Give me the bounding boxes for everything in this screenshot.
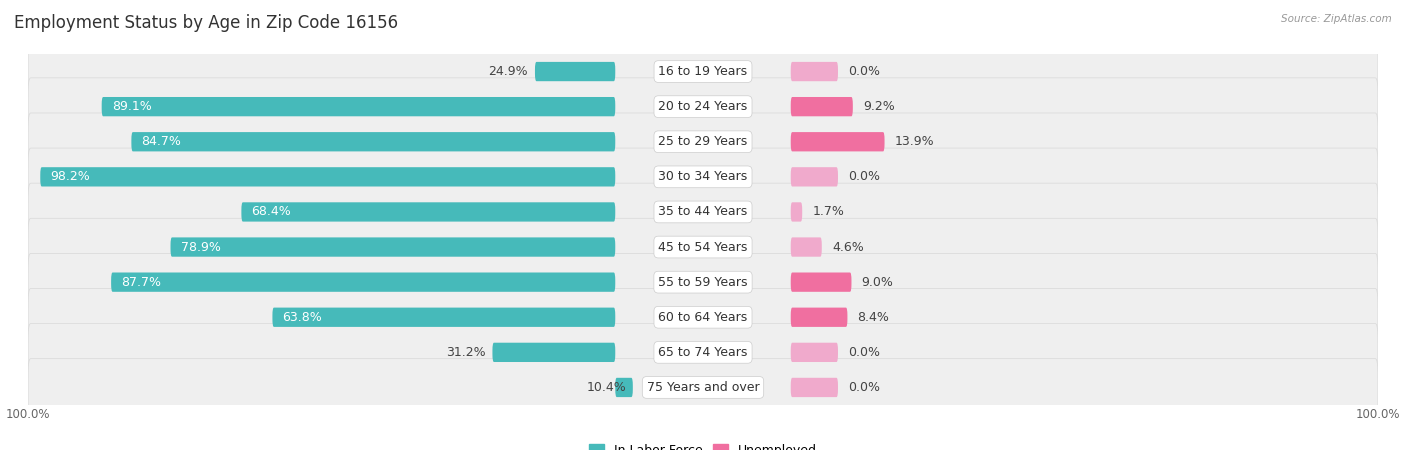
Text: 89.1%: 89.1%: [112, 100, 152, 113]
Text: 35 to 44 Years: 35 to 44 Years: [658, 206, 748, 218]
Text: 0.0%: 0.0%: [848, 381, 880, 394]
FancyBboxPatch shape: [790, 378, 838, 397]
Text: 20 to 24 Years: 20 to 24 Years: [658, 100, 748, 113]
Text: 24.9%: 24.9%: [488, 65, 529, 78]
FancyBboxPatch shape: [28, 218, 1378, 276]
FancyBboxPatch shape: [28, 113, 1378, 171]
FancyBboxPatch shape: [28, 183, 1378, 241]
FancyBboxPatch shape: [28, 78, 1378, 135]
Text: 78.9%: 78.9%: [180, 241, 221, 253]
Text: 45 to 54 Years: 45 to 54 Years: [658, 241, 748, 253]
FancyBboxPatch shape: [28, 288, 1378, 346]
Text: 10.4%: 10.4%: [586, 381, 626, 394]
FancyBboxPatch shape: [28, 253, 1378, 311]
Text: 25 to 29 Years: 25 to 29 Years: [658, 135, 748, 148]
Text: 55 to 59 Years: 55 to 59 Years: [658, 276, 748, 288]
FancyBboxPatch shape: [790, 62, 838, 81]
FancyBboxPatch shape: [170, 238, 616, 256]
FancyBboxPatch shape: [790, 97, 853, 116]
FancyBboxPatch shape: [28, 43, 1378, 100]
FancyBboxPatch shape: [492, 343, 616, 362]
FancyBboxPatch shape: [242, 202, 616, 221]
FancyBboxPatch shape: [111, 273, 616, 292]
Text: Source: ZipAtlas.com: Source: ZipAtlas.com: [1281, 14, 1392, 23]
Text: 84.7%: 84.7%: [142, 135, 181, 148]
FancyBboxPatch shape: [616, 378, 633, 397]
Text: 16 to 19 Years: 16 to 19 Years: [658, 65, 748, 78]
FancyBboxPatch shape: [28, 324, 1378, 381]
FancyBboxPatch shape: [273, 308, 616, 327]
FancyBboxPatch shape: [790, 167, 838, 186]
Text: 87.7%: 87.7%: [121, 276, 162, 288]
Text: 1.7%: 1.7%: [813, 206, 844, 218]
Legend: In Labor Force, Unemployed: In Labor Force, Unemployed: [583, 439, 823, 450]
FancyBboxPatch shape: [41, 167, 616, 186]
FancyBboxPatch shape: [790, 202, 803, 221]
Text: 9.0%: 9.0%: [862, 276, 893, 288]
Text: 0.0%: 0.0%: [848, 65, 880, 78]
Text: 30 to 34 Years: 30 to 34 Years: [658, 171, 748, 183]
Text: 9.2%: 9.2%: [863, 100, 894, 113]
FancyBboxPatch shape: [534, 62, 616, 81]
Text: 0.0%: 0.0%: [848, 346, 880, 359]
Text: 4.6%: 4.6%: [832, 241, 863, 253]
Text: 68.4%: 68.4%: [252, 206, 291, 218]
Text: 8.4%: 8.4%: [858, 311, 890, 324]
FancyBboxPatch shape: [131, 132, 616, 151]
FancyBboxPatch shape: [790, 308, 848, 327]
Text: 65 to 74 Years: 65 to 74 Years: [658, 346, 748, 359]
FancyBboxPatch shape: [790, 273, 852, 292]
FancyBboxPatch shape: [28, 148, 1378, 206]
Text: 60 to 64 Years: 60 to 64 Years: [658, 311, 748, 324]
Text: Employment Status by Age in Zip Code 16156: Employment Status by Age in Zip Code 161…: [14, 14, 398, 32]
FancyBboxPatch shape: [28, 359, 1378, 416]
Text: 13.9%: 13.9%: [894, 135, 935, 148]
FancyBboxPatch shape: [790, 238, 821, 256]
Text: 75 Years and over: 75 Years and over: [647, 381, 759, 394]
FancyBboxPatch shape: [101, 97, 616, 116]
FancyBboxPatch shape: [790, 343, 838, 362]
FancyBboxPatch shape: [790, 132, 884, 151]
Text: 98.2%: 98.2%: [51, 171, 90, 183]
Text: 63.8%: 63.8%: [283, 311, 322, 324]
Text: 31.2%: 31.2%: [446, 346, 485, 359]
Text: 0.0%: 0.0%: [848, 171, 880, 183]
